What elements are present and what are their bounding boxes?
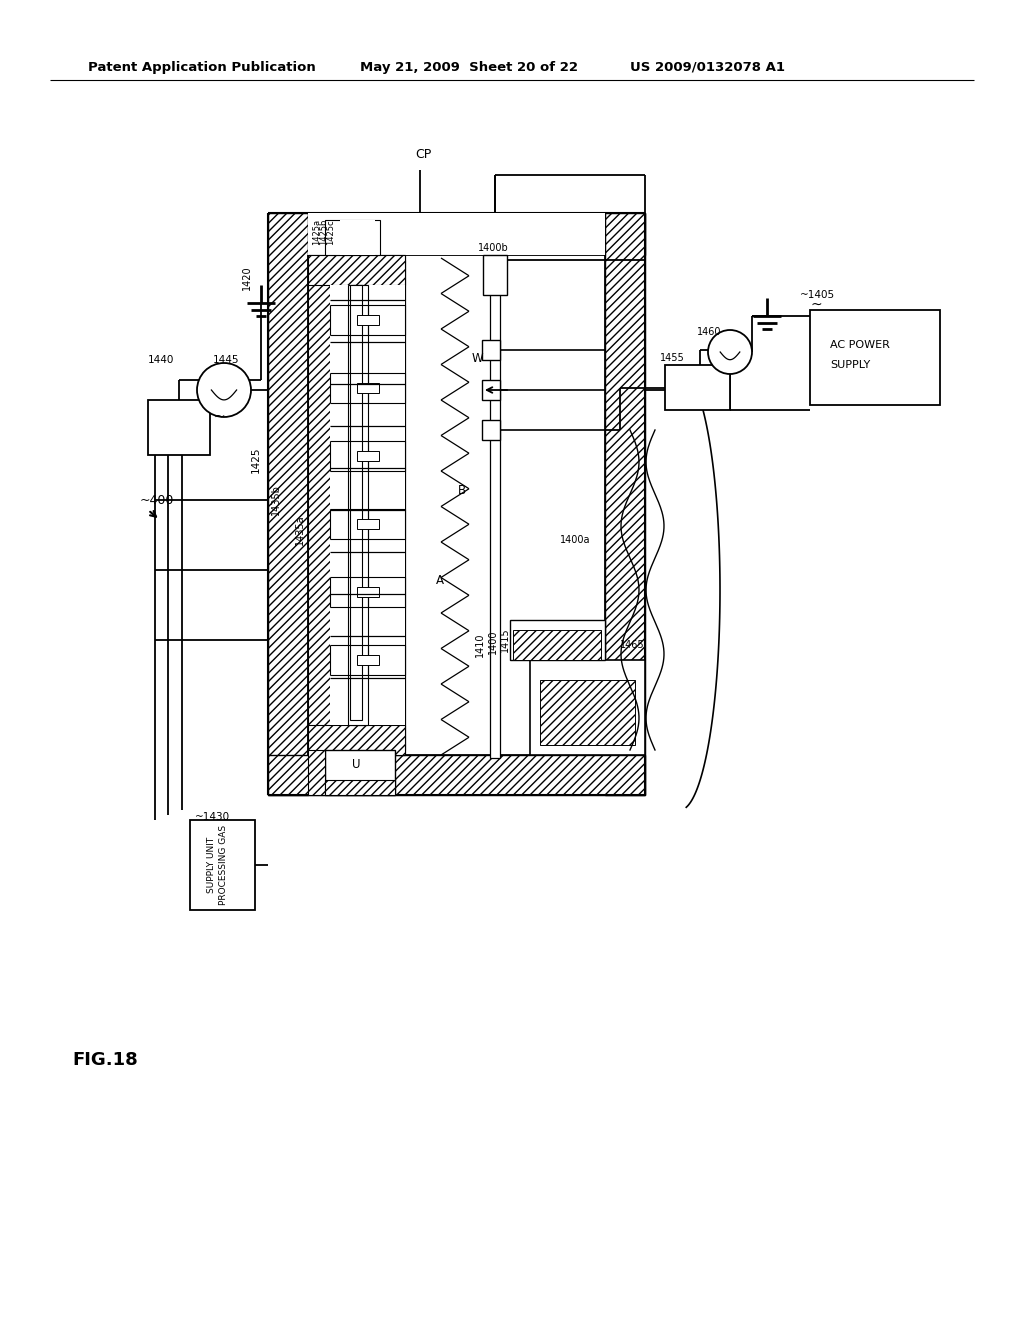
Bar: [357, 315, 379, 325]
Bar: [360, 255, 406, 755]
Bar: [357, 451, 379, 461]
Text: ~: ~: [810, 298, 821, 312]
Circle shape: [197, 363, 251, 417]
Bar: [308, 260, 348, 750]
Text: 1445: 1445: [213, 355, 240, 366]
Bar: [325, 750, 395, 795]
Text: ~1405: ~1405: [800, 290, 836, 300]
Text: 1400a: 1400a: [560, 535, 591, 545]
Text: 1420: 1420: [242, 265, 252, 290]
Bar: [353, 285, 362, 725]
Text: ~1430: ~1430: [195, 812, 230, 822]
Text: 1425a: 1425a: [312, 219, 322, 246]
Bar: [308, 750, 325, 795]
Bar: [190, 820, 255, 909]
Text: 1415: 1415: [500, 628, 510, 652]
Text: SUPPLY: SUPPLY: [830, 360, 870, 370]
Text: PROCESSING GAS: PROCESSING GAS: [218, 825, 227, 906]
Bar: [330, 285, 406, 725]
Bar: [540, 680, 635, 744]
Bar: [308, 213, 605, 255]
Bar: [482, 420, 500, 440]
Bar: [268, 213, 308, 795]
Bar: [268, 213, 645, 255]
Bar: [357, 519, 379, 529]
Text: 1425c: 1425c: [327, 219, 336, 246]
Bar: [330, 285, 406, 725]
Text: 1460: 1460: [697, 327, 722, 337]
Text: 1435b: 1435b: [271, 484, 281, 515]
Bar: [308, 213, 605, 255]
Text: 1400b: 1400b: [478, 243, 509, 253]
Text: 1435a: 1435a: [295, 515, 305, 545]
Text: B: B: [458, 483, 466, 496]
Text: W: W: [472, 351, 483, 364]
Bar: [308, 255, 353, 755]
Bar: [605, 213, 645, 795]
Text: AC POWER: AC POWER: [830, 341, 890, 350]
Text: Patent Application Publication: Patent Application Publication: [88, 61, 315, 74]
Bar: [357, 655, 379, 665]
Bar: [665, 366, 730, 411]
Bar: [340, 220, 375, 255]
Bar: [308, 255, 406, 285]
Bar: [810, 310, 940, 405]
Text: U: U: [352, 759, 360, 771]
Text: May 21, 2009  Sheet 20 of 22: May 21, 2009 Sheet 20 of 22: [360, 61, 578, 74]
Bar: [482, 341, 500, 360]
Text: US 2009/0132078 A1: US 2009/0132078 A1: [630, 61, 785, 74]
Text: 1455: 1455: [660, 352, 685, 363]
Bar: [490, 257, 500, 758]
Bar: [148, 400, 210, 455]
Bar: [482, 380, 500, 400]
Text: ~: ~: [213, 411, 225, 424]
Bar: [483, 255, 507, 294]
Bar: [510, 620, 605, 660]
Bar: [530, 660, 645, 755]
Text: 1410: 1410: [475, 632, 485, 657]
Circle shape: [708, 330, 752, 374]
Text: 1440: 1440: [148, 355, 174, 366]
Bar: [357, 383, 379, 393]
Text: SUPPLY UNIT: SUPPLY UNIT: [208, 837, 216, 894]
Text: 1400: 1400: [488, 630, 498, 655]
Text: 1425: 1425: [251, 446, 261, 474]
Text: A: A: [436, 573, 444, 586]
Bar: [365, 260, 406, 750]
Text: 1465: 1465: [620, 640, 645, 649]
Text: FIG.18: FIG.18: [72, 1051, 138, 1069]
Text: ~400: ~400: [140, 494, 174, 507]
Bar: [325, 780, 395, 795]
Bar: [308, 725, 406, 755]
Bar: [348, 285, 368, 725]
Bar: [325, 220, 380, 255]
Bar: [308, 255, 605, 755]
Text: 1425b: 1425b: [319, 219, 329, 246]
Bar: [350, 285, 362, 719]
Bar: [513, 630, 601, 660]
Bar: [357, 587, 379, 597]
Text: CP: CP: [415, 149, 431, 161]
Bar: [268, 755, 645, 795]
